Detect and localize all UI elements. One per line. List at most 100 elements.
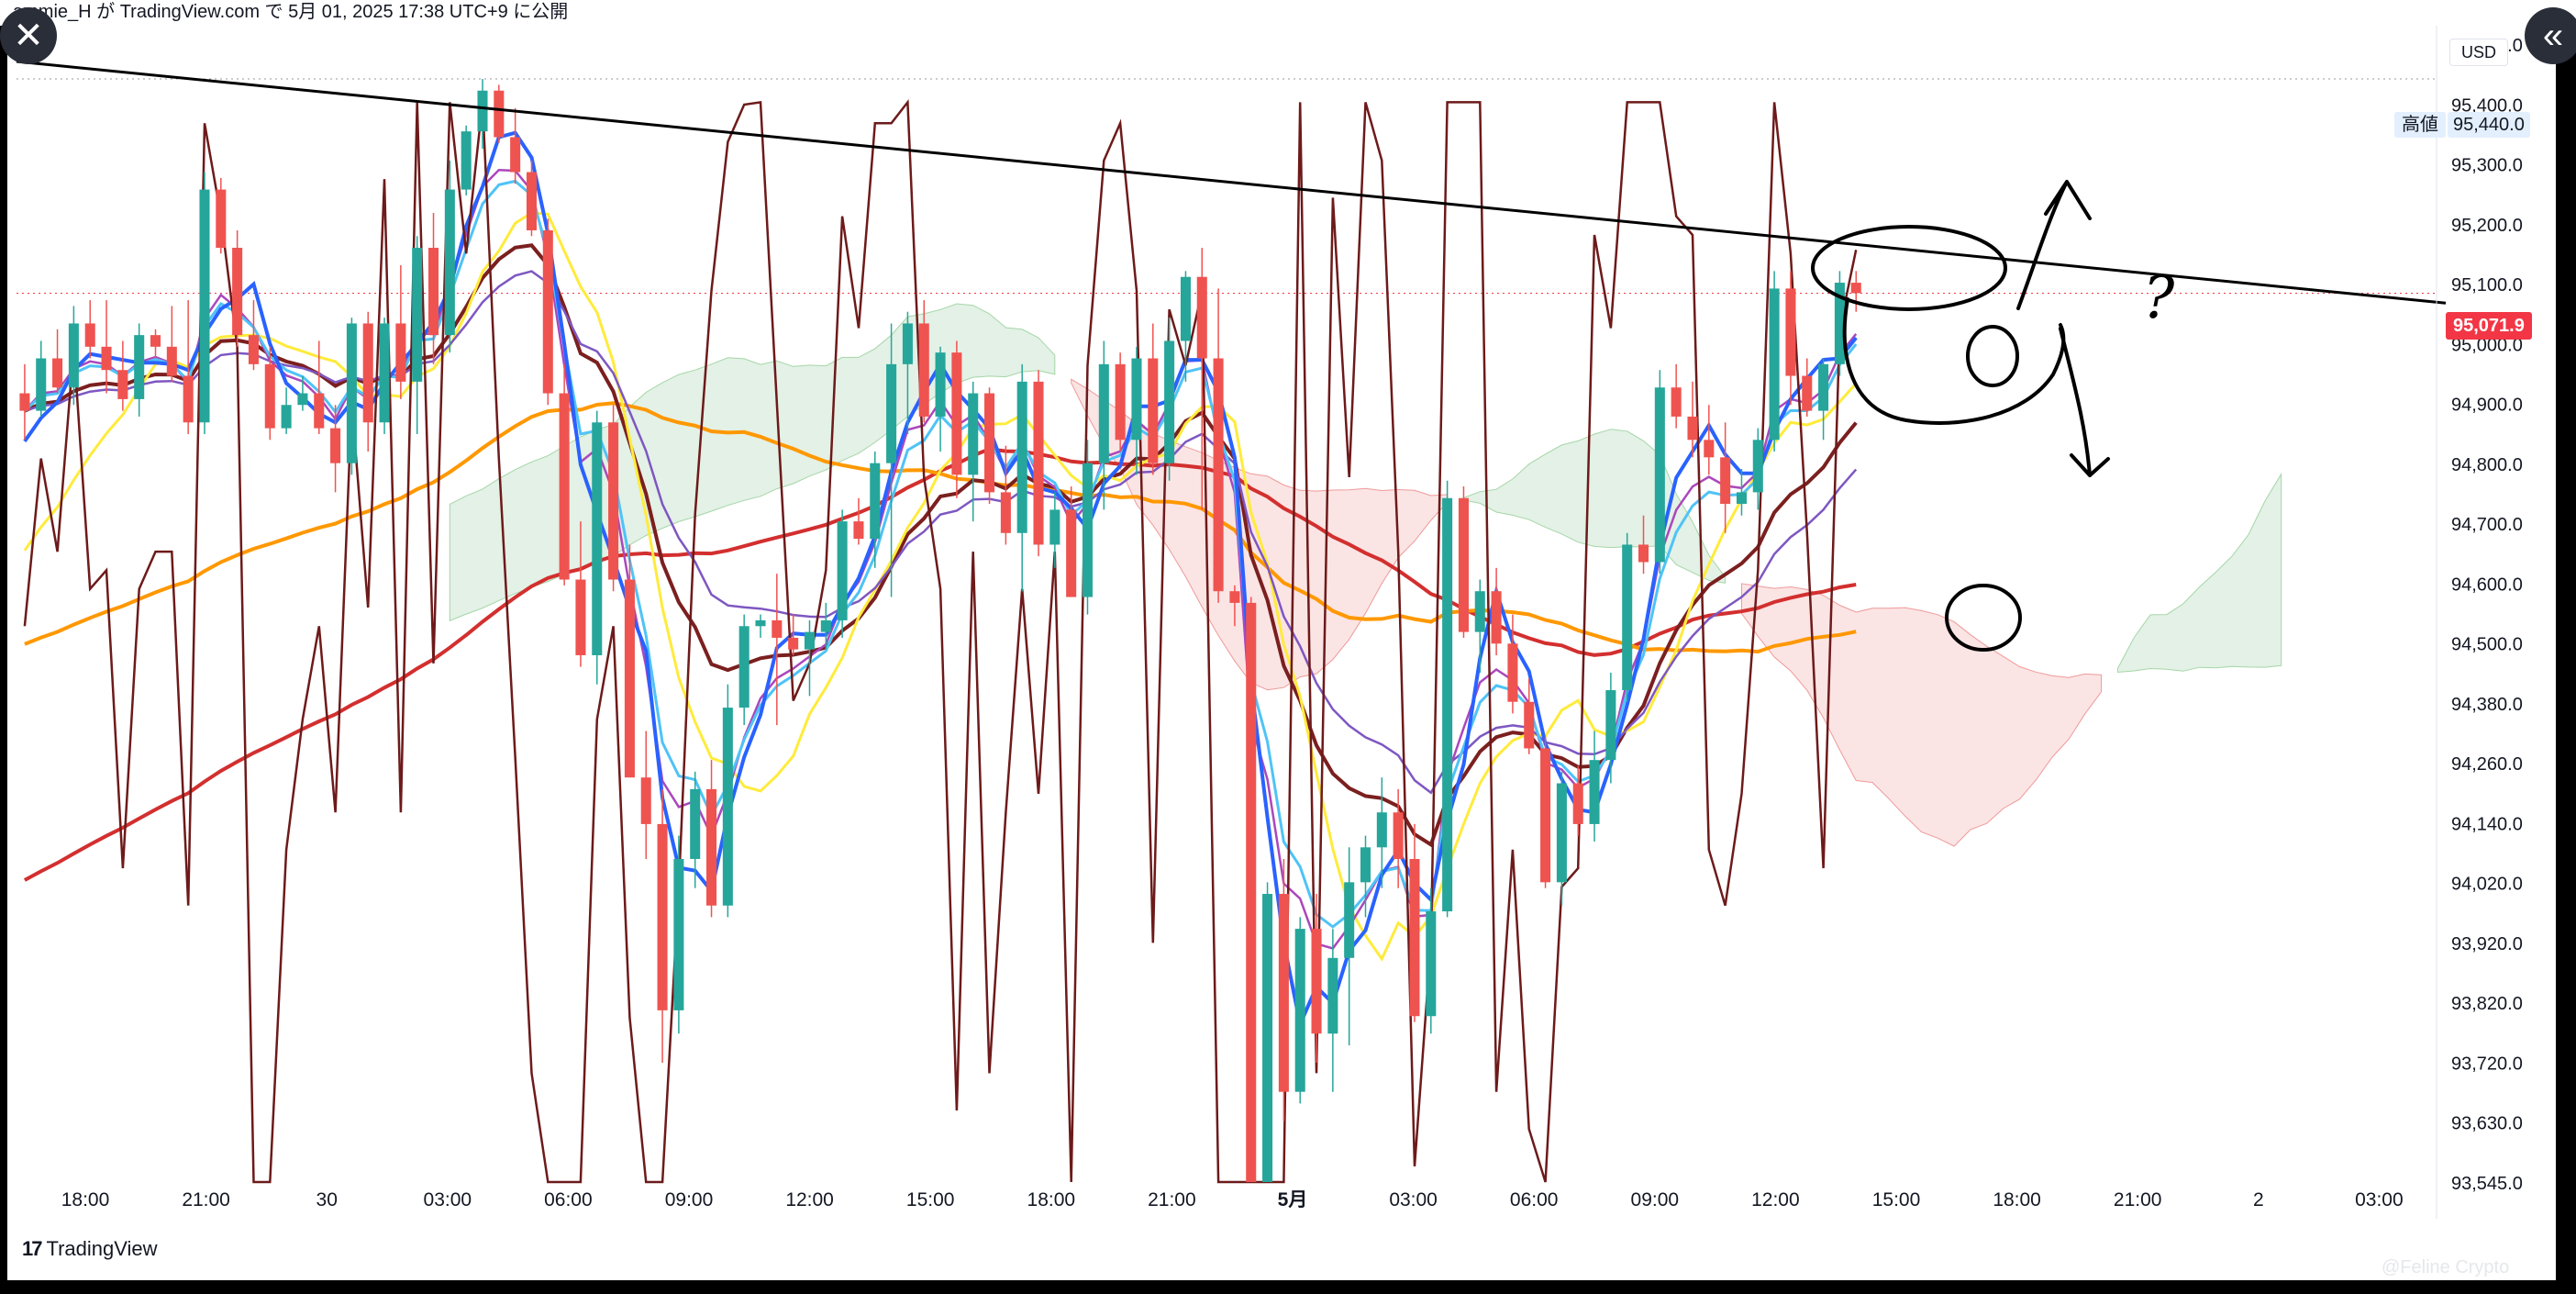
time-tick-label: 06:00 <box>544 1189 593 1210</box>
close-button[interactable]: ✕ <box>0 7 57 64</box>
candle-down <box>314 340 325 434</box>
candle-body <box>444 189 455 336</box>
candle-body <box>1442 497 1453 912</box>
time-tick-label: 21:00 <box>2114 1189 2162 1210</box>
candle-body <box>918 323 929 417</box>
candle-body <box>1000 492 1011 533</box>
price-tick-label: 95,200.0 <box>2451 216 2523 236</box>
candle-body <box>1360 847 1371 883</box>
cloud-segment <box>1463 429 1727 584</box>
time-tick-label: 12:00 <box>1751 1189 1800 1210</box>
price-tick-label: 93,545.0 <box>2451 1174 2523 1194</box>
candle-up <box>1818 358 1829 441</box>
candle-body <box>461 131 472 190</box>
candle-body <box>935 352 946 417</box>
candle-up <box>755 614 766 638</box>
candle-down <box>183 300 194 434</box>
candle-body <box>640 777 651 824</box>
candle-body <box>788 637 799 650</box>
candle-body <box>281 405 292 429</box>
candle-up <box>1654 370 1665 574</box>
candle-body <box>1572 783 1583 824</box>
candle-down <box>1409 823 1420 1022</box>
candle-body <box>1802 375 1813 411</box>
candle-up <box>1164 318 1175 481</box>
close-icon: ✕ <box>13 16 44 56</box>
candle-body <box>1752 440 1763 493</box>
hand-drawn-annotations: ? <box>1811 180 2175 652</box>
cloud-segment <box>1741 583 2103 847</box>
watermark: @Feline Crypto <box>2382 1257 2510 1277</box>
high-price-line <box>17 78 2437 295</box>
candle-body <box>1426 911 1437 1017</box>
currency-label[interactable]: USD <box>2449 39 2508 66</box>
candle-down <box>772 574 783 726</box>
candle-up <box>722 684 733 918</box>
candle-down <box>1229 585 1240 627</box>
double-chevron-left-icon: « <box>2542 15 2564 56</box>
candle-down <box>1491 567 1502 655</box>
candle-up <box>1082 440 1094 615</box>
candle-body <box>1229 591 1240 603</box>
candle-body <box>1164 340 1175 463</box>
candle-body <box>1393 812 1404 859</box>
candle-body <box>984 393 995 493</box>
candle-up <box>804 619 816 697</box>
candle-up <box>837 509 848 638</box>
candle-body <box>1605 690 1616 761</box>
publish-header: ammie_H が TradingView.com で 5月 01, 2025 … <box>0 0 2576 26</box>
candle-up <box>1098 340 1109 510</box>
candle-up <box>1589 731 1600 842</box>
candle-down <box>657 788 668 1063</box>
candle-down <box>19 363 30 441</box>
price-tick-label: 94,800.0 <box>2451 455 2523 475</box>
price-tick-label: 94,020.0 <box>2451 875 2523 895</box>
time-tick-label: 15:00 <box>906 1189 955 1210</box>
candle-body <box>1344 882 1355 958</box>
candle-body <box>68 323 79 388</box>
candle-body <box>314 393 325 429</box>
tradingview-logo[interactable]: 17 TradingView <box>22 1237 158 1261</box>
candle-down <box>559 363 570 586</box>
candle-up <box>870 451 881 568</box>
candle-body <box>837 521 848 620</box>
candle-down <box>1850 271 1861 312</box>
hand-ellipse-resistance <box>1811 225 2007 311</box>
candle-body <box>330 428 341 463</box>
chart-panel[interactable]: ? 95,500.095,400.095,300.095,200.095,100… <box>7 26 2556 1280</box>
candle-body <box>166 346 177 376</box>
candle-body <box>477 90 488 132</box>
price-tick-label: 94,600.0 <box>2451 574 2523 595</box>
time-tick-label: 21:00 <box>1148 1189 1196 1210</box>
candle-body <box>1180 276 1191 341</box>
candle-down <box>166 306 177 382</box>
candle-down <box>608 405 619 592</box>
candle-body <box>657 823 668 1010</box>
candle-down <box>853 497 864 545</box>
candle-body <box>592 422 603 655</box>
candle-body <box>738 626 749 708</box>
candle-body <box>395 323 406 382</box>
candle-body <box>84 323 95 347</box>
candle-body <box>1262 894 1273 1182</box>
candle-body <box>232 247 243 336</box>
publish-attribution: ammie_H が TradingView.com で 5月 01, 2025 … <box>13 2 569 22</box>
candle-down <box>1720 422 1731 533</box>
chart-canvas[interactable]: ? 95,500.095,400.095,300.095,200.095,100… <box>7 26 2556 1280</box>
collapse-panel-button[interactable]: « <box>2525 7 2576 64</box>
bottom-strip <box>0 1280 2576 1294</box>
candle-down <box>1033 370 1044 557</box>
time-tick-label: 5月 <box>1278 1189 1308 1210</box>
candle-body <box>216 189 227 248</box>
candles <box>19 79 1861 1182</box>
candle-body <box>1474 591 1485 632</box>
candle-body <box>1131 358 1142 441</box>
ema-purple-line <box>24 270 1858 795</box>
candle-body <box>1213 358 1224 592</box>
candle-body <box>101 346 112 371</box>
time-tick-label: 18:00 <box>61 1189 110 1210</box>
candle-up <box>968 381 979 522</box>
candle-down <box>494 84 505 143</box>
candle-down <box>951 340 962 498</box>
time-tick-label: 09:00 <box>1631 1189 1680 1210</box>
